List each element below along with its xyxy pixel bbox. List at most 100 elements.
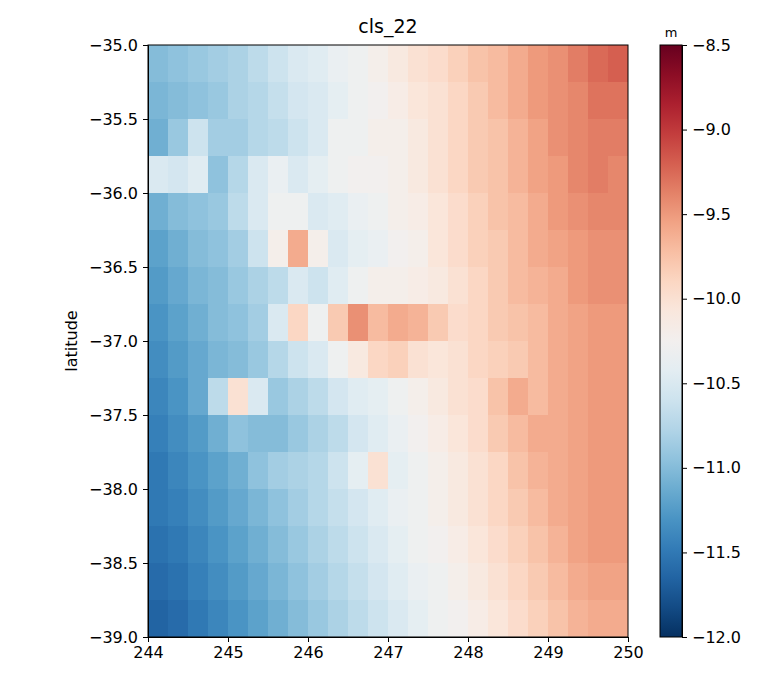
- cell: [528, 82, 549, 120]
- cell: [548, 156, 569, 194]
- cell: [528, 119, 549, 157]
- cell: [308, 193, 329, 231]
- cell: [428, 193, 449, 231]
- cell: [228, 415, 249, 453]
- cell: [548, 526, 569, 564]
- cell: [468, 378, 489, 416]
- cell: [348, 341, 369, 379]
- y-tick-label: −35.0: [89, 36, 138, 55]
- x-tick-mark: [228, 637, 229, 642]
- cell: [148, 452, 169, 490]
- cell: [248, 82, 269, 120]
- cell: [508, 600, 529, 637]
- cell: [568, 452, 589, 490]
- cell: [468, 563, 489, 601]
- colorbar-tick-label: −9.0: [692, 120, 731, 139]
- y-tick-mark: [143, 45, 148, 46]
- cell: [488, 82, 509, 120]
- cell: [448, 45, 469, 83]
- cell: [588, 119, 609, 157]
- cell: [328, 304, 349, 342]
- cell: [268, 415, 289, 453]
- cell: [408, 193, 429, 231]
- y-tick-label: −35.5: [89, 110, 138, 129]
- cell: [308, 526, 329, 564]
- cell: [208, 452, 229, 490]
- cell: [488, 304, 509, 342]
- cell: [308, 119, 329, 157]
- y-tick: −37.0: [89, 332, 148, 351]
- cell: [168, 304, 189, 342]
- cell: [588, 378, 609, 416]
- cell: [408, 563, 429, 601]
- cell: [568, 156, 589, 194]
- cell: [388, 600, 409, 637]
- cell: [228, 563, 249, 601]
- cell: [288, 563, 309, 601]
- cell: [248, 526, 269, 564]
- cell: [388, 82, 409, 120]
- cell: [228, 193, 249, 231]
- cell: [188, 119, 209, 157]
- cell: [248, 600, 269, 637]
- cell: [248, 452, 269, 490]
- cell: [168, 378, 189, 416]
- cell: [488, 489, 509, 527]
- cell: [288, 378, 309, 416]
- cell: [408, 82, 429, 120]
- cell: [448, 156, 469, 194]
- cell: [568, 526, 589, 564]
- cell: [568, 82, 589, 120]
- cell: [488, 230, 509, 268]
- x-tick-mark: [548, 637, 549, 642]
- cell: [388, 230, 409, 268]
- cell: [528, 563, 549, 601]
- cell: [448, 341, 469, 379]
- cell: [488, 452, 509, 490]
- cell: [408, 119, 429, 157]
- cell: [468, 156, 489, 194]
- cell: [448, 526, 469, 564]
- cell: [288, 341, 309, 379]
- cell: [468, 267, 489, 305]
- cell: [268, 341, 289, 379]
- cell: [308, 341, 329, 379]
- cell: [488, 526, 509, 564]
- title: cls_22: [358, 15, 417, 38]
- cell: [348, 193, 369, 231]
- cell: [228, 267, 249, 305]
- cell: [408, 304, 429, 342]
- cell: [328, 415, 349, 453]
- cell: [228, 452, 249, 490]
- cell: [468, 119, 489, 157]
- y-tick-mark: [143, 637, 148, 638]
- cell: [188, 267, 209, 305]
- cell: [228, 526, 249, 564]
- cell: [348, 304, 369, 342]
- cell: [448, 489, 469, 527]
- cell: [188, 82, 209, 120]
- cell: [588, 156, 609, 194]
- cell: [448, 267, 469, 305]
- cell: [608, 156, 628, 194]
- cell: [168, 489, 189, 527]
- cell: [208, 600, 229, 637]
- cell: [508, 341, 529, 379]
- cell: [428, 600, 449, 637]
- cell: [328, 489, 349, 527]
- y-axis-title: latitude: [62, 310, 81, 371]
- cell: [588, 452, 609, 490]
- cell: [148, 600, 169, 637]
- cell: [328, 526, 349, 564]
- cell: [268, 230, 289, 268]
- cell: [228, 230, 249, 268]
- y-tick: −36.5: [89, 258, 148, 277]
- cell: [448, 600, 469, 637]
- colorbar-title: m: [665, 25, 678, 40]
- colorbar-tick-label: −9.5: [692, 205, 731, 224]
- cell: [168, 452, 189, 490]
- cell: [588, 563, 609, 601]
- cell: [148, 82, 169, 120]
- cell: [608, 415, 628, 453]
- y-tick-mark: [143, 489, 148, 490]
